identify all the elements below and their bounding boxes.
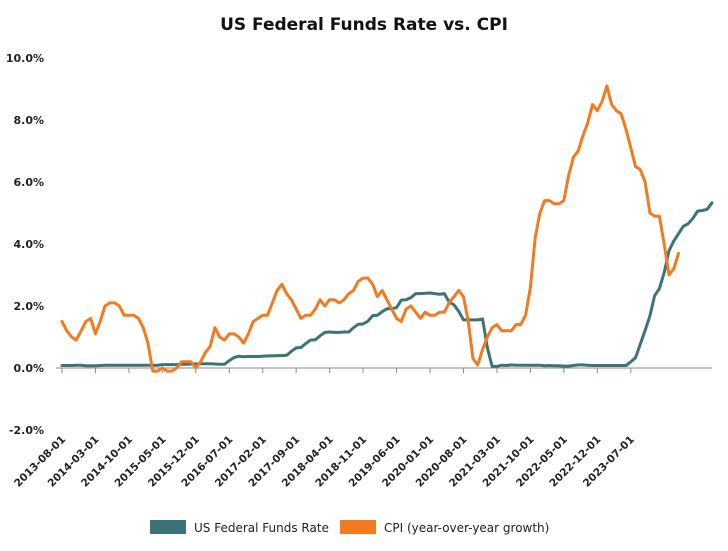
y-tick-label: 0.0% <box>13 362 44 375</box>
y-tick-label: 4.0% <box>13 238 44 251</box>
legend-swatch-cpi <box>340 520 376 534</box>
y-tick-label: 10.0% <box>6 52 44 65</box>
y-tick-label: 2.0% <box>13 300 44 313</box>
legend-label-cpi: CPI (year-over-year growth) <box>384 521 549 535</box>
y-tick-label: -2.0% <box>9 424 44 437</box>
legend: US Federal Funds Rate CPI (year-over-yea… <box>150 520 549 535</box>
legend-label-fed: US Federal Funds Rate <box>194 521 329 535</box>
series-layer <box>60 84 714 373</box>
y-axis: -2.0% 0.0% 2.0% 4.0% 6.0% 8.0% 10.0% <box>6 52 44 437</box>
cpi-line <box>60 84 680 373</box>
x-axis: 2013-08-012014-03-012014-10-012015-05-01… <box>12 367 712 490</box>
y-tick-label: 8.0% <box>13 114 44 127</box>
y-tick-label: 6.0% <box>13 176 44 189</box>
chart-title: US Federal Funds Rate vs. CPI <box>220 15 508 35</box>
fed-funds-line <box>60 201 714 368</box>
legend-swatch-fed <box>150 520 186 534</box>
